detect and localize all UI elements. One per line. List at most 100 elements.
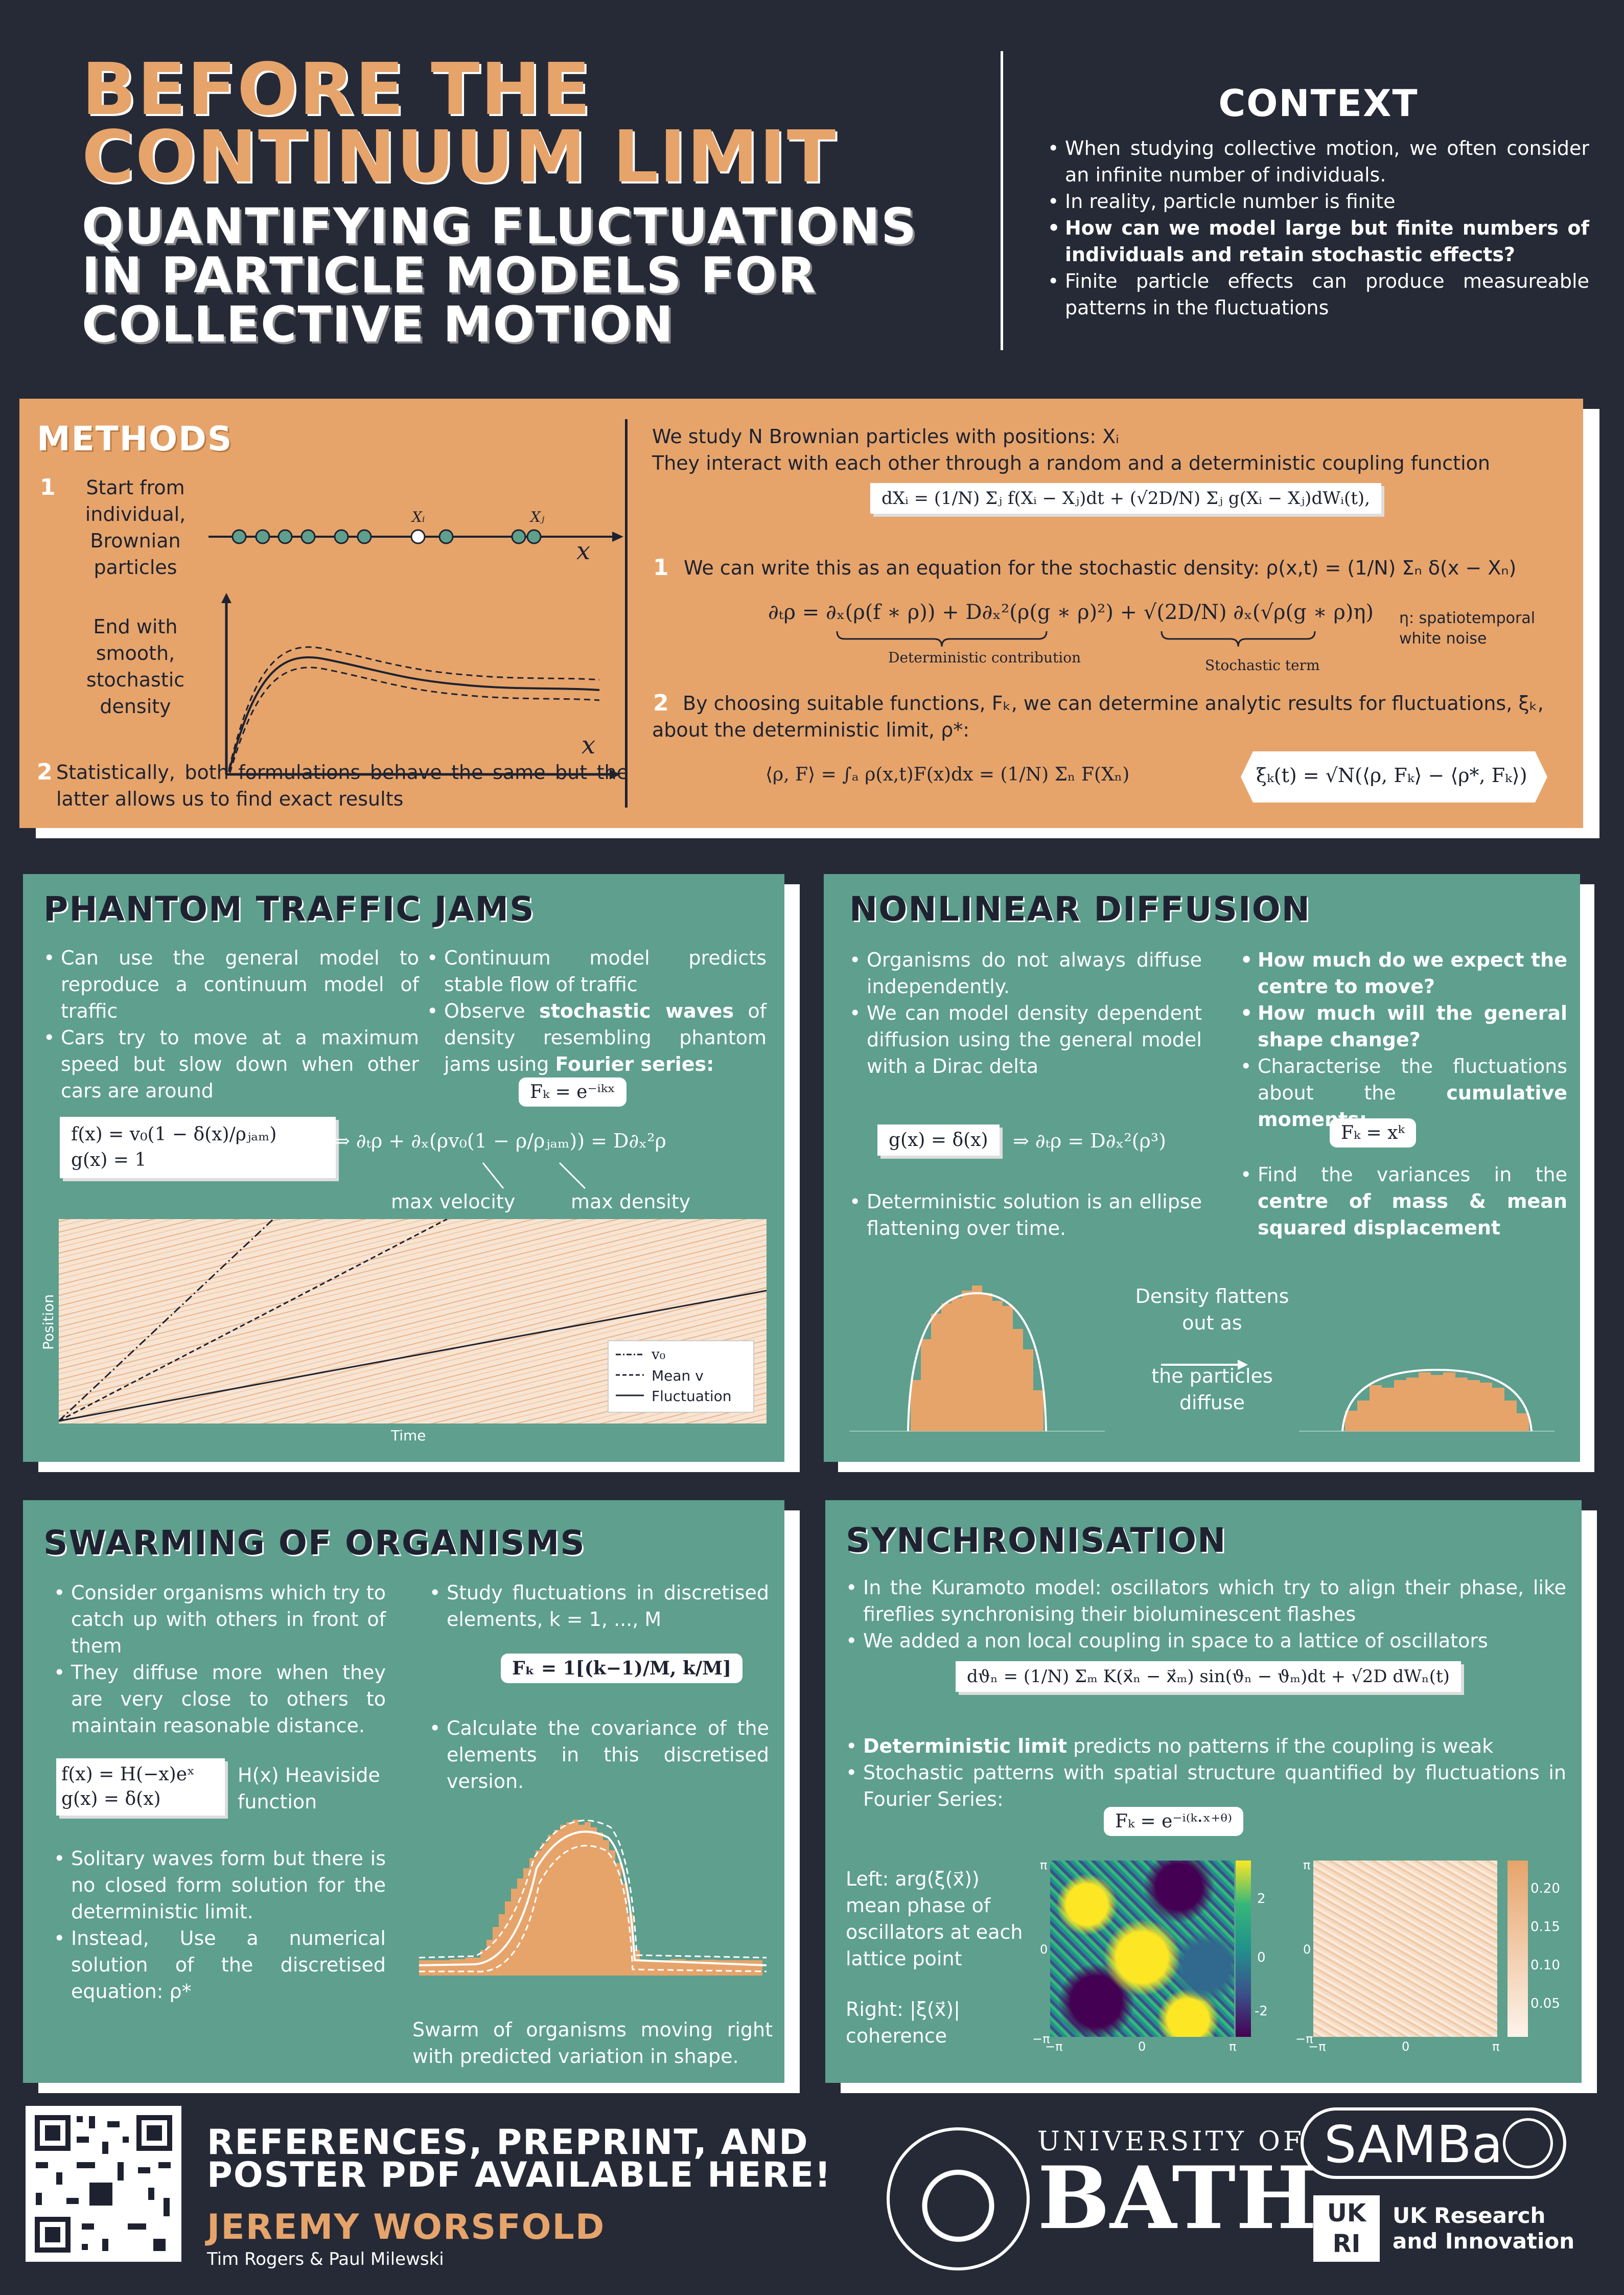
title-line-2: CONTINUUM LIMIT bbox=[82, 116, 837, 199]
traffic-arrows bbox=[482, 1162, 586, 1189]
flatten-line-2: out as bbox=[1182, 1312, 1242, 1334]
traffic-left-bullets: Can use the general model to reproduce a… bbox=[43, 945, 419, 1104]
traffic-axis-x: Time bbox=[391, 1427, 426, 1444]
traffic-fg-equation: f(x) = v₀(1 − δ(x)/ρⱼₐₘ) g(x) = 1 bbox=[60, 1117, 336, 1178]
traffic-plot: v₀ Mean v Fluctuation bbox=[59, 1219, 767, 1424]
nonlinear-bullet: Organisms do not always diffuse independ… bbox=[849, 947, 1202, 1000]
nonlinear-bullet: We can model density dependent diffusion… bbox=[849, 1000, 1202, 1080]
coh-cbar-tick: 0.20 bbox=[1530, 1881, 1560, 1896]
methods-step2-num: 2 bbox=[37, 759, 53, 785]
context-heading: CONTEXT bbox=[1218, 82, 1419, 125]
swarm-panel: SWARMING OF ORGANISMS Consider organisms… bbox=[23, 1500, 784, 2083]
methods-step1-num: 1 bbox=[40, 474, 56, 500]
ukri-text: UK Research and Innovation bbox=[1393, 2203, 1574, 2254]
sync-det-bold: Deterministic limit bbox=[863, 1735, 1068, 1757]
subtitle-line-1: QUANTIFYING FLUCTUATIONS bbox=[82, 198, 918, 255]
flatten-line-3: the particles bbox=[1151, 1365, 1273, 1387]
sync-bullet: We added a non local coupling in space t… bbox=[846, 1627, 1566, 1654]
methods-point2-text: By choosing suitable functions, Fₖ, we c… bbox=[652, 692, 1544, 741]
heatmap1-xtick: π bbox=[1229, 2039, 1237, 2054]
methods-step2-text: Statistically, both formulations behave … bbox=[56, 761, 629, 810]
context-bullet: How can we model large but finite number… bbox=[1048, 215, 1589, 268]
sync-bullet: Deterministic limit predicts no patterns… bbox=[846, 1733, 1566, 1759]
nonlinear-var-bullet: Find the variances in the centre of mass… bbox=[1240, 1161, 1567, 1241]
nonlinear-fk-equation: Fₖ = xᵏ bbox=[1330, 1118, 1416, 1148]
nonlinear-heading: NONLINEAR DIFFUSION bbox=[849, 889, 1311, 929]
equation-braces bbox=[836, 631, 1316, 647]
bath-crest-logo bbox=[887, 2127, 1030, 2270]
nonlinear-bullet: Deterministic solution is an ellipse fla… bbox=[849, 1188, 1202, 1242]
nonlinear-pde: ⇒ ∂ₜρ = D∂ₓ²(ρ³) bbox=[1013, 1130, 1166, 1152]
context-section: CONTEXT When studying collective motion,… bbox=[1048, 82, 1589, 321]
phase-cbar-tick: 2 bbox=[1257, 1891, 1266, 1907]
swarm-right-bullets-2: Calculate the covariance of the elements… bbox=[429, 1715, 769, 1795]
author-name: JEREMY WORSFOLD bbox=[207, 2207, 606, 2247]
coauthors: Tim Rogers & Paul Milewski bbox=[207, 2249, 444, 2269]
context-bullet: When studying collective motion, we ofte… bbox=[1048, 135, 1589, 188]
traffic-bullet: Continuum model predicts stable flow of … bbox=[427, 945, 767, 998]
traffic-b2-bold2: Fourier series: bbox=[555, 1053, 714, 1075]
traffic-fk-equation: Fₖ = e⁻ⁱᵏˣ bbox=[519, 1077, 627, 1107]
ukri-logo-text: UKRI bbox=[1327, 2199, 1366, 2258]
swarm-caption: Swarm of organisms moving right with pre… bbox=[412, 2018, 773, 2068]
swarm-fk-equation: Fₖ = 1[(k−1)/M, k/M] bbox=[501, 1654, 743, 1683]
sde-equation: dXᵢ = (1/N) Σⱼ f(Xᵢ − Xⱼ)dt + (√2D/N) Σⱼ… bbox=[870, 483, 1382, 514]
phase-heatmap bbox=[1050, 1861, 1234, 2037]
ukri-line-1: UK Research bbox=[1393, 2203, 1546, 2228]
stochastic-label: Stochastic term bbox=[1205, 657, 1320, 674]
methods-end-text: End with smooth, stochastic density bbox=[86, 615, 185, 718]
references-text: REFERENCES, PREPRINT, AND POSTER PDF AVA… bbox=[207, 2122, 831, 2193]
swarm-bullet: Study fluctuations in discretised elemen… bbox=[429, 1579, 769, 1633]
deterministic-label: Deterministic contribution bbox=[888, 649, 1081, 666]
qr-code[interactable] bbox=[26, 2106, 181, 2262]
ukri-line-2: and Innovation bbox=[1393, 2229, 1575, 2254]
swarm-lower-bullets: Solitary waves form but there is no clos… bbox=[54, 1845, 386, 2005]
traffic-b2-pre: Observe bbox=[444, 1000, 540, 1022]
samba-text: SAMBa bbox=[1324, 2115, 1503, 2174]
density-axis-x: x bbox=[582, 731, 596, 760]
heatmap1-xtick: −π bbox=[1045, 2039, 1063, 2054]
nonlinear-var-bold: centre of mass & mean squared displaceme… bbox=[1258, 1190, 1567, 1239]
swarm-bullet: Solitary waves form but there is no clos… bbox=[54, 1845, 386, 1925]
swarm-bullet: Consider organisms which try to catch up… bbox=[54, 1579, 386, 1659]
nonlinear-det-bullet: Deterministic solution is an ellipse fla… bbox=[849, 1188, 1202, 1242]
subtitle-line-3: COLLECTIVE MOTION bbox=[82, 296, 675, 353]
diffusion-histograms bbox=[849, 1286, 1555, 1432]
sync-bullets-2: Deterministic limit predicts no patterns… bbox=[846, 1733, 1566, 1812]
traffic-heading: PHANTOM TRAFFIC JAMS bbox=[43, 889, 535, 929]
heatmap2-xtick: π bbox=[1492, 2039, 1500, 2054]
heatmap1-ytick: −π bbox=[1032, 2032, 1050, 2046]
subtitle-line-2: IN PARTICLE MODELS FOR bbox=[82, 247, 817, 304]
heatmap1-xtick: 0 bbox=[1138, 2039, 1146, 2054]
label-xi: Xᵢ bbox=[412, 509, 425, 525]
particle-axis-x: x bbox=[576, 537, 591, 565]
swarm-bullet: They diffuse more when they are very clo… bbox=[54, 1659, 386, 1739]
references-line-1: REFERENCES, PREPRINT, AND bbox=[207, 2122, 809, 2163]
heatmap1-ytick: π bbox=[1040, 1858, 1048, 1872]
density-equation: ∂ₜρ = ∂ₓ(ρ(f ∗ ρ)) + D∂ₓ²(ρ(g ∗ ρ)²) + √… bbox=[768, 601, 1374, 624]
coh-cbar-tick: 0.05 bbox=[1530, 1996, 1560, 2011]
traffic-pde: ⇒ ∂ₜρ + ∂ₓ(ρv₀(1 − ρ/ρⱼₐₘ)) = D∂ₓ²ρ bbox=[334, 1130, 666, 1152]
traffic-b2-mid: of density resembling phantom jams using bbox=[444, 1000, 767, 1075]
swarm-left-bullets: Consider organisms which try to catch up… bbox=[54, 1579, 386, 1739]
swarm-bullet: Instead, Use a numerical solution of the… bbox=[54, 1925, 386, 2005]
heatmap1-ytick: 0 bbox=[1040, 1942, 1048, 1957]
swarm-heading: SWARMING OF ORGANISMS bbox=[43, 1523, 586, 1563]
nonlinear-left-bullets: Organisms do not always diffuse independ… bbox=[849, 947, 1202, 1080]
traffic-right-bullets: Continuum model predicts stable flow of … bbox=[427, 945, 767, 1077]
samba-emblem-icon bbox=[1503, 2118, 1553, 2168]
methods-step1-text: Start from individual, Brownian particle… bbox=[85, 476, 186, 579]
sync-bullet: In the Kuramoto model: oscillators which… bbox=[846, 1574, 1566, 1627]
nonlinear-var-pre: Find the variances in the bbox=[1258, 1163, 1567, 1186]
label-max-density: max density bbox=[571, 1190, 691, 1213]
traffic-axis-y: Position bbox=[40, 1294, 57, 1350]
traffic-bullet: Cars try to move at a maximum speed but … bbox=[43, 1024, 419, 1104]
sync-det-rest: predicts no patterns if the coupling is … bbox=[1067, 1735, 1494, 1757]
swarm-g-line: g(x) = δ(x) bbox=[61, 1788, 161, 1809]
methods-point2-num: 2 bbox=[653, 690, 669, 716]
traffic-bullet: Observe stochastic waves of density rese… bbox=[427, 998, 767, 1077]
traffic-g-line: g(x) = 1 bbox=[71, 1150, 147, 1171]
traffic-f-line: f(x) = v₀(1 − δ(x)/ρⱼₐₘ) bbox=[71, 1124, 277, 1145]
bath-logo-text: UNIVERSITY OF BATH bbox=[1037, 2126, 1317, 2241]
nonlinear-bullet: Characterise the fluctuations about the … bbox=[1240, 1053, 1567, 1133]
